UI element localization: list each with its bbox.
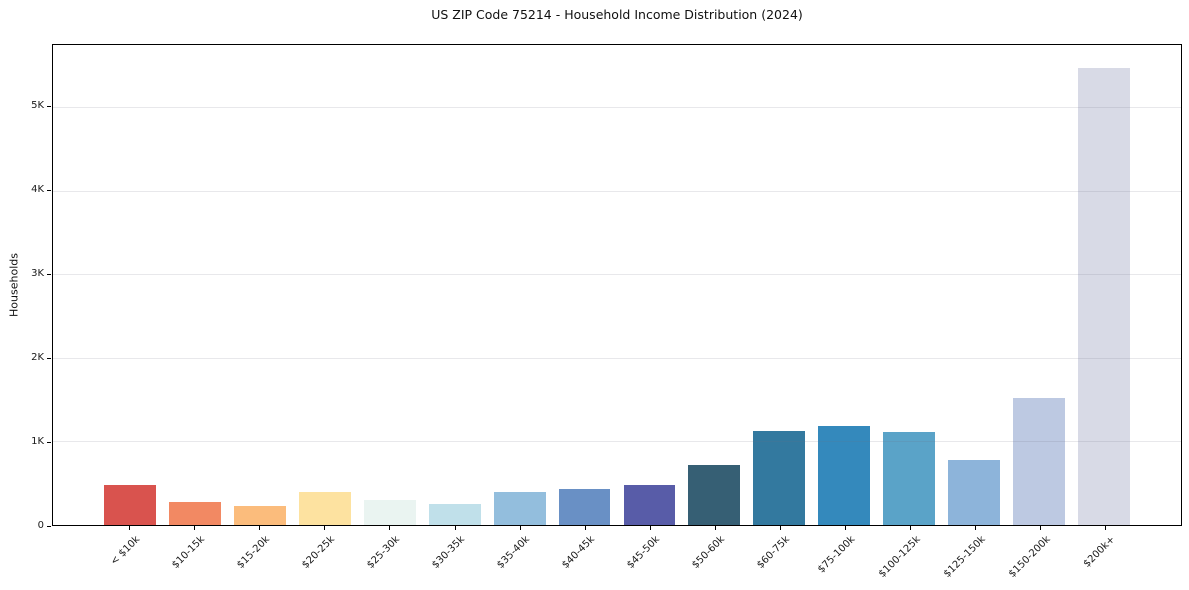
- y-tick-label: 4K: [31, 184, 44, 196]
- bar-50-60k: [688, 464, 741, 525]
- x-tick-label: $150-200k: [1006, 534, 1053, 580]
- x-tick-mark: [194, 526, 196, 530]
- bar-200k: [1077, 67, 1130, 525]
- x-tick-mark: [389, 526, 391, 530]
- x-tick-mark: [779, 526, 781, 530]
- x-tick-mark: [1039, 526, 1041, 530]
- x-tick-mark: [324, 526, 326, 530]
- x-tick-label: $45-50k: [625, 534, 663, 571]
- x-tick-mark: [584, 526, 586, 530]
- bars-layer: [53, 45, 1181, 525]
- bar-30-35k: [428, 503, 481, 525]
- x-tick-mark: [129, 526, 131, 530]
- y-tick-mark: [47, 526, 51, 527]
- bar-75-100k: [818, 425, 871, 525]
- x-tick-label: $50-60k: [690, 534, 728, 571]
- x-tick-mark: [1104, 526, 1106, 530]
- x-tick-mark: [649, 526, 651, 530]
- y-tick-mark: [47, 106, 51, 108]
- bar-10k: [104, 484, 157, 525]
- x-tick-label: $200k+: [1081, 534, 1118, 570]
- bar-15-20k: [234, 506, 286, 525]
- bar-40-45k: [558, 488, 611, 525]
- y-tick-label: 0: [37, 520, 44, 531]
- bar-60-75k: [753, 431, 806, 525]
- x-tick-label: < $10k: [108, 534, 143, 568]
- bar-20-25k: [299, 492, 351, 525]
- bar-150-200k: [1012, 397, 1065, 525]
- x-tick-mark: [259, 526, 261, 530]
- plot-area: [52, 44, 1182, 526]
- y-axis-label: Households: [7, 253, 21, 317]
- bar-25-30k: [363, 499, 416, 525]
- x-tick-label: $25-30k: [365, 534, 403, 571]
- bar-100-125k: [883, 432, 935, 525]
- y-tick-mark: [47, 358, 51, 360]
- y-tick-label: 2K: [31, 352, 44, 364]
- x-tick-label: $100-125k: [876, 534, 923, 580]
- bar-10-15k: [169, 501, 222, 525]
- y-tick-mark: [47, 442, 51, 443]
- y-tick-label: 1K: [31, 436, 44, 447]
- y-tick-mark: [47, 190, 51, 192]
- x-tick-label: $40-45k: [560, 534, 598, 571]
- x-tick-mark: [714, 526, 716, 530]
- bar-125-150k: [948, 460, 1000, 525]
- x-tick-label: $75-100k: [815, 534, 858, 576]
- x-tick-mark: [844, 526, 846, 530]
- x-tick-label: $35-40k: [495, 534, 533, 571]
- x-tick-label: $60-75k: [755, 534, 793, 571]
- x-tick-label: $125-150k: [941, 534, 988, 580]
- x-tick-mark: [974, 526, 976, 530]
- bar-35-40k: [493, 491, 546, 525]
- x-tick-label: $20-25k: [300, 534, 338, 571]
- y-tick-mark: [47, 274, 51, 276]
- bar-45-50k: [623, 484, 676, 525]
- x-tick-label: $10-15k: [170, 534, 208, 571]
- x-tick-label: $15-20k: [235, 534, 273, 571]
- x-tick-mark: [909, 526, 911, 530]
- chart-title: US ZIP Code 75214 - Household Income Dis…: [431, 7, 803, 22]
- y-tick-label: 5K: [31, 100, 44, 112]
- x-tick-mark: [454, 526, 456, 530]
- x-tick-mark: [519, 526, 521, 530]
- x-tick-label: $30-35k: [430, 534, 468, 571]
